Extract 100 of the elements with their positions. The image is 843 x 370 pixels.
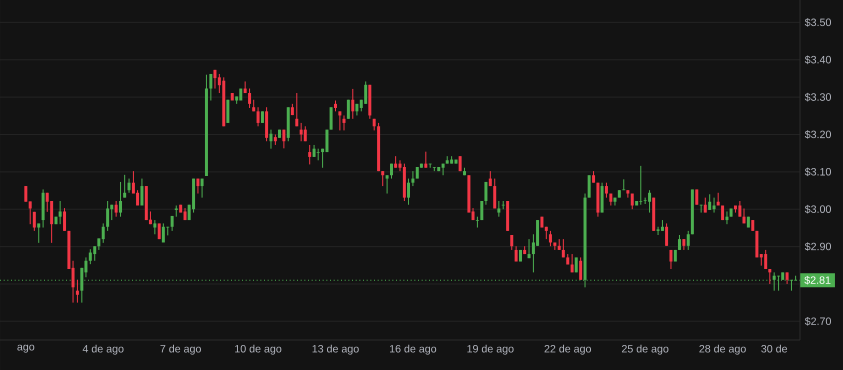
y-tick-label: $3.10 — [804, 168, 831, 176]
candlestick — [484, 181, 488, 206]
y-tick-label: $3.50 — [804, 18, 831, 27]
candlestick — [252, 99, 256, 112]
candlestick — [325, 129, 328, 153]
y-tick-label: $3.30 — [804, 92, 831, 102]
candlestick — [700, 204, 703, 214]
candlestick — [32, 211, 36, 232]
candlestick — [562, 238, 565, 258]
candlestick — [316, 148, 320, 161]
candlestick — [528, 238, 531, 259]
candlestick — [106, 200, 110, 232]
candlestick — [660, 220, 664, 232]
candlestick — [630, 193, 634, 210]
x-tick-label: ago — [17, 344, 34, 353]
y-tick-label: $3.40 — [804, 55, 831, 64]
candlestick — [488, 170, 492, 187]
x-tick-label: 19 de ago — [467, 344, 514, 355]
candlestick — [716, 192, 720, 206]
candlestick — [114, 200, 118, 218]
candlestick — [330, 106, 333, 130]
candlestick — [742, 208, 746, 224]
candlestick — [334, 100, 337, 112]
candlestick — [738, 200, 742, 218]
x-tick-label: 7 de ago — [160, 344, 201, 355]
candlestick — [128, 178, 131, 194]
candlestick — [338, 110, 342, 131]
candlestick — [394, 156, 398, 168]
candlestick — [493, 178, 496, 209]
candlestick — [751, 220, 754, 232]
candlestick — [196, 178, 200, 194]
candlestick — [248, 88, 252, 108]
x-tick-label: 16 de ago — [390, 344, 436, 355]
candlestick — [579, 256, 582, 280]
candlestick — [768, 268, 772, 284]
candlestick — [88, 248, 92, 265]
candlestick — [708, 194, 712, 210]
y-tick-label: $3.20 — [804, 130, 831, 139]
candlestick — [424, 151, 428, 168]
candlestick — [282, 129, 286, 149]
x-tick-label: 30 de — [761, 344, 788, 353]
candlestick — [140, 178, 144, 206]
candlestick — [364, 80, 368, 104]
candlestick — [93, 246, 96, 262]
x-tick-label: 22 de ago — [544, 344, 591, 355]
candlestick — [514, 246, 518, 262]
candlestick — [682, 238, 686, 250]
ref-line-label: $2.81 — [804, 276, 830, 285]
candlestick — [274, 134, 277, 146]
candlestick — [411, 170, 414, 187]
candlestick — [312, 144, 316, 158]
candlestick — [119, 181, 122, 218]
candlestick — [58, 200, 62, 225]
candlestick — [209, 73, 212, 102]
candlestick — [476, 216, 479, 228]
candlestick — [300, 122, 303, 142]
y-tick-label: $2.70 — [804, 316, 831, 326]
candlestick — [351, 88, 354, 120]
candlestick — [558, 238, 561, 250]
candlestick — [295, 92, 298, 127]
x-tick-label: 25 de ago — [622, 344, 668, 355]
candlestick — [304, 126, 307, 142]
x-tick-label: 28 de ago — [699, 344, 746, 355]
candlestick — [256, 106, 260, 127]
candlestick — [28, 200, 32, 225]
candlestick — [162, 222, 165, 243]
x-tick-label: 10 de ago — [235, 344, 282, 355]
candlestick — [604, 182, 608, 198]
candlestick — [665, 222, 668, 246]
candlestick — [510, 234, 514, 250]
candlestick — [480, 200, 484, 221]
candlestick — [725, 210, 728, 225]
candlestick — [764, 249, 768, 270]
candlestick — [123, 174, 126, 198]
candlestick — [570, 254, 574, 273]
candlestick — [390, 163, 393, 180]
candlestick — [102, 222, 105, 244]
candlestick — [381, 170, 384, 187]
candlestick — [24, 186, 28, 202]
candlestick — [76, 279, 79, 304]
candlestick — [574, 256, 578, 273]
candlestick — [308, 144, 312, 165]
candlestick — [342, 114, 346, 131]
candlestick — [63, 208, 66, 232]
y-tick-label: $3.00 — [804, 204, 831, 214]
candlestick — [458, 156, 462, 172]
candlestick — [153, 220, 156, 235]
candlestick — [170, 215, 174, 232]
candlestick — [669, 249, 672, 270]
candlestick — [407, 178, 410, 206]
candlestick — [588, 174, 591, 198]
candlestick — [678, 234, 681, 250]
candlestick — [269, 129, 272, 150]
candlestick — [226, 99, 230, 124]
candlestick — [346, 99, 350, 120]
candlestick — [37, 222, 40, 244]
candlestick — [609, 193, 612, 206]
candlestick — [497, 200, 500, 218]
x-tick-label: 13 de ago — [312, 344, 359, 355]
candlestick — [200, 178, 204, 198]
